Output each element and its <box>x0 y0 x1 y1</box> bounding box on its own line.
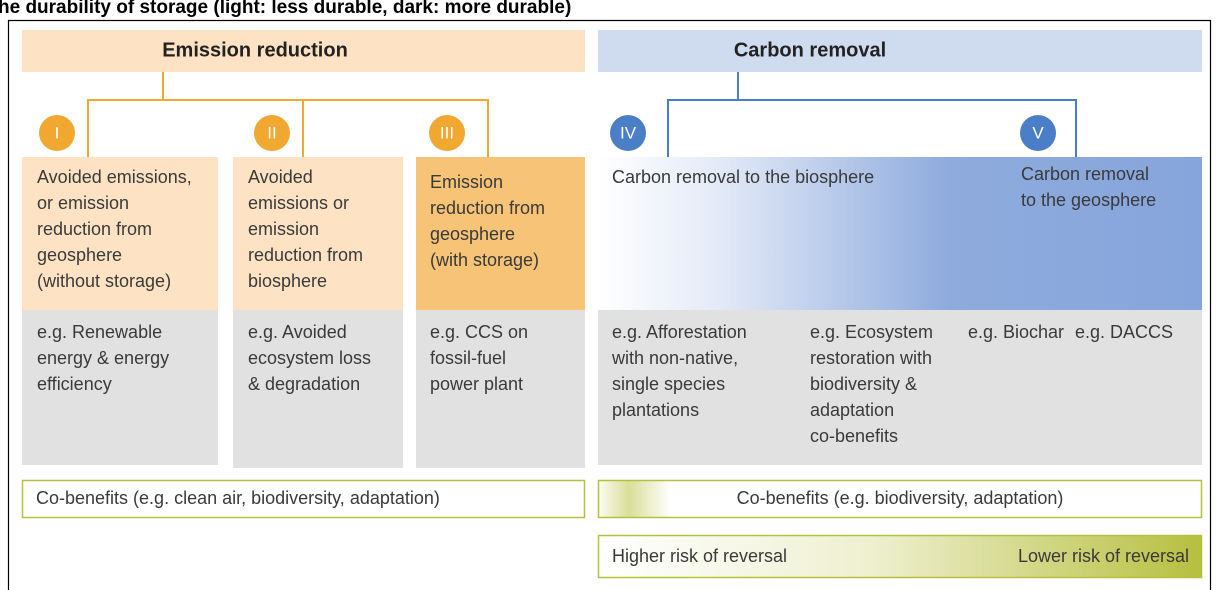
co-benefits-box <box>21 479 586 519</box>
example-line: adaptation <box>810 400 894 420</box>
description-line: emissions or <box>248 193 349 213</box>
example-line: e.g. DACCS <box>1075 322 1173 342</box>
example-line: efficiency <box>37 374 112 394</box>
example-line: e.g. Ecosystem <box>810 322 933 342</box>
example-line: e.g. CCS on <box>430 322 528 342</box>
risk-label: Higher risk of reversal <box>612 546 787 566</box>
description-line: Carbon removal to the biosphere <box>612 167 874 187</box>
example-line: e.g. Renewable <box>37 322 162 342</box>
category-box <box>233 157 403 310</box>
description-line: Avoided <box>248 167 313 187</box>
frame <box>7 19 1212 590</box>
example-line: ecosystem loss <box>248 348 371 368</box>
numeral: IV <box>620 123 637 142</box>
description-line: Emission <box>430 172 503 192</box>
description-line: or emission <box>37 193 129 213</box>
numeral: V <box>1032 123 1044 142</box>
example-line: with non-native, <box>611 348 738 368</box>
description-line: biosphere <box>248 271 327 291</box>
category-box <box>22 157 218 310</box>
example-line: co-benefits <box>810 426 898 446</box>
page-title: he durability of storage (light: less du… <box>0 0 571 18</box>
removal-box <box>598 157 1202 310</box>
example-line: single species <box>612 374 725 394</box>
emission-connector <box>87 72 489 157</box>
numeral: III <box>440 123 454 142</box>
description-line: to the geosphere <box>1021 190 1156 210</box>
example-line: fossil-fuel <box>430 348 506 368</box>
description-line: (with storage) <box>430 250 539 270</box>
risk-label: Lower risk of reversal <box>1018 546 1189 566</box>
numeral-badge <box>1020 115 1056 151</box>
co-benefits-box <box>597 479 1203 519</box>
description-line: emission <box>248 219 319 239</box>
example-line: e.g. Biochar <box>968 322 1064 342</box>
description-line: (without storage) <box>37 271 171 291</box>
description-line: reduction from <box>248 245 363 265</box>
example-box <box>233 310 403 468</box>
example-line: energy & energy <box>37 348 169 368</box>
numeral-badge <box>254 115 290 151</box>
example-line: e.g. Afforestation <box>612 322 747 342</box>
example-line: restoration with <box>810 348 932 368</box>
example-line: e.g. Avoided <box>248 322 347 342</box>
removal-connector <box>667 72 1077 157</box>
co-benefits: Co-benefits (e.g. clean air, biodiversit… <box>36 488 440 508</box>
example-line: power plant <box>430 374 523 394</box>
risk-bar <box>597 534 1203 579</box>
numeral-badge <box>429 115 465 151</box>
co-benefits: Co-benefits (e.g. biodiversity, adaptati… <box>737 488 1064 508</box>
description-line: Avoided emissions, <box>37 167 192 187</box>
emission-header <box>22 30 585 72</box>
example-box <box>22 310 218 465</box>
description-line: reduction from <box>430 198 545 218</box>
description-line: geosphere <box>430 224 515 244</box>
description-line: reduction from <box>37 219 152 239</box>
category-box <box>416 157 585 310</box>
numeral: II <box>267 123 276 142</box>
numeral-badge <box>39 115 75 151</box>
removal-heading: Carbon removal <box>734 39 886 61</box>
example-line: plantations <box>612 400 699 420</box>
example-box <box>598 310 1202 465</box>
description-line: Carbon removal <box>1021 164 1149 184</box>
numeral-badge <box>610 115 646 151</box>
example-line: biodiversity & <box>810 374 917 394</box>
removal-header <box>598 30 1202 72</box>
example-line: & degradation <box>248 374 360 394</box>
example-box <box>416 310 585 468</box>
emission-heading: Emission reduction <box>162 39 348 61</box>
numeral: I <box>55 123 60 142</box>
description-line: geosphere <box>37 245 122 265</box>
